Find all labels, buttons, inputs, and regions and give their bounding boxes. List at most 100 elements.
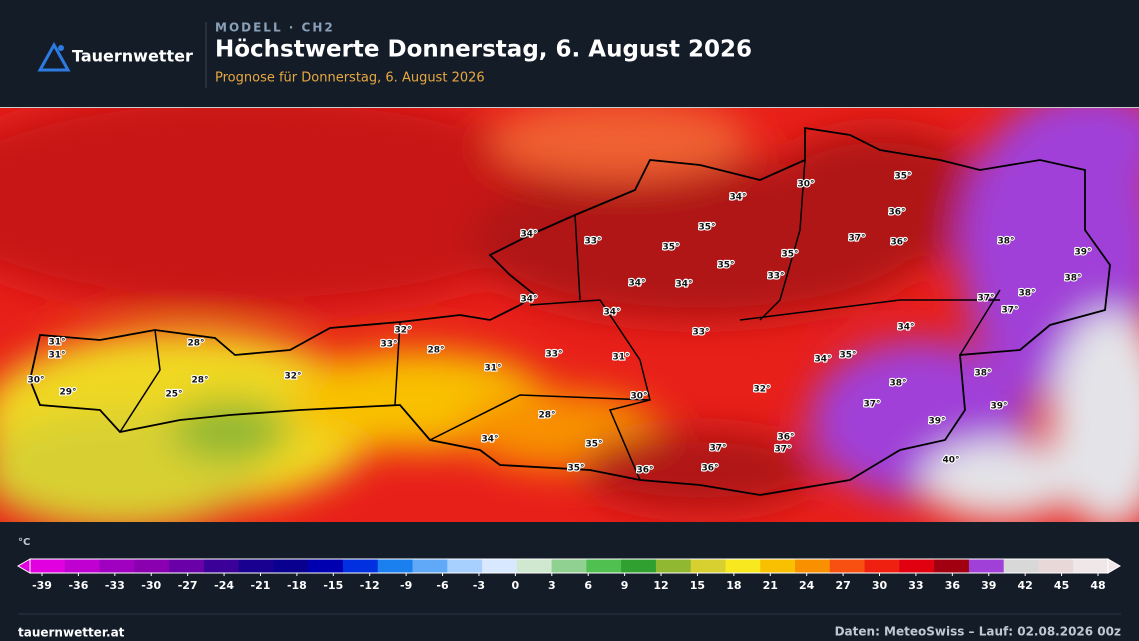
legend-tick-label: 33 <box>908 579 923 592</box>
legend-tick-label: 30 <box>872 579 888 592</box>
legend-arrow-right <box>1107 558 1121 574</box>
legend-swatch <box>760 559 796 573</box>
legend-swatch <box>64 559 101 573</box>
logo-dot <box>58 45 64 51</box>
temperature-labels: 31° 31° 30° 29° 28° 28° 25° 32° 32° 33° 28° 31° 33° 3… <box>26 170 1092 476</box>
subtitle: Prognose für Donnerstag, 6. August 2026 <box>215 71 485 86</box>
temp-label: 38° <box>997 237 1014 247</box>
temp-label: 38° <box>1064 274 1081 284</box>
legend-tick-label: 21 <box>763 579 778 592</box>
legend-swatch <box>169 559 205 573</box>
temp-label: 34° <box>729 193 746 203</box>
temp-label: 28° <box>191 376 208 386</box>
temp-label: 37° <box>774 445 791 455</box>
legend-swatch <box>412 559 448 573</box>
legend-tick-label: -27 <box>178 579 198 592</box>
temp-label: 40° <box>942 456 959 466</box>
temp-label: 31° <box>48 351 65 361</box>
footer-source: Daten: MeteoSwiss – Lauf: 02.08.2026 00z <box>835 625 1121 639</box>
legend-swatch <box>99 559 135 573</box>
legend-tick-label: -36 <box>68 579 88 592</box>
legend-swatch <box>968 559 1005 573</box>
temp-label: 33° <box>545 350 562 360</box>
temp-label: 28° <box>427 346 444 356</box>
title: Höchstwerte Donnerstag, 6. August 2026 <box>215 37 752 63</box>
temp-label: 31° <box>612 353 629 363</box>
temp-label: 38° <box>974 369 991 379</box>
temp-label: 25° <box>165 390 182 400</box>
map: 31° 31° 30° 29° 28° 28° 25° 32° 32° 33° 28° 31° 33° 3… <box>0 108 1139 522</box>
temp-label: 38° <box>889 379 906 389</box>
legend-swatch <box>1073 559 1109 573</box>
temp-label: 31° <box>484 364 501 374</box>
map-field <box>0 108 1139 522</box>
legend-swatch <box>934 559 970 573</box>
temp-label: 31° <box>48 338 65 348</box>
temp-label: 34° <box>520 230 537 240</box>
legend-tick-label: -18 <box>287 579 307 592</box>
legend-swatch <box>30 559 66 573</box>
temp-label: 35° <box>567 464 584 474</box>
temp-label: 36° <box>888 208 905 218</box>
temp-label: 36° <box>701 464 718 474</box>
logo[interactable]: Tauernwetter <box>37 41 193 72</box>
legend-tick-label: 18 <box>726 579 741 592</box>
footer-site: tauernwetter.at <box>18 626 125 640</box>
legend-swatch <box>1038 559 1074 573</box>
temp-label: 34° <box>520 295 537 305</box>
temp-label: 35° <box>585 440 602 450</box>
temp-label: 34° <box>603 308 620 318</box>
legend-tick-label: 48 <box>1090 579 1105 592</box>
legend-swatch <box>899 559 935 573</box>
temp-label: 34° <box>897 323 914 333</box>
legend-swatch <box>342 559 379 573</box>
temp-label: 38° <box>1018 289 1035 299</box>
legend-tick-label: -15 <box>323 579 343 592</box>
legend-tick-label: 15 <box>690 579 705 592</box>
legend: -39 -36 -33 -30 -27 -24 -21 -18 -15 -12 -9 -6 -3 0 3 6 9… <box>17 558 1121 592</box>
temp-label: 35° <box>698 223 715 233</box>
temp-label: 30° <box>630 392 647 402</box>
legend-tick-label: 24 <box>799 579 815 592</box>
legend-swatch <box>690 559 726 573</box>
temp-label: 36° <box>890 238 907 248</box>
legend-swatch <box>203 559 240 573</box>
legend-swatch <box>308 559 344 573</box>
state-borders <box>119 159 1001 481</box>
temp-label: 33° <box>767 272 784 282</box>
legend-swatch <box>655 559 692 573</box>
logo-text: Tauernwetter <box>72 47 193 66</box>
legend-tick-label: 3 <box>548 579 556 592</box>
legend-tick-label: 36 <box>945 579 961 592</box>
temp-label: 36° <box>636 466 653 476</box>
legend-tick-label: 6 <box>584 579 592 592</box>
legend-swatch <box>238 559 274 573</box>
kicker: MODELL · CH2 <box>215 21 335 35</box>
temp-label: 29° <box>59 388 76 398</box>
legend-swatch <box>482 559 518 573</box>
legend-swatch <box>134 559 170 573</box>
legend-tick-label: 12 <box>653 579 668 592</box>
temp-label: 37° <box>1001 306 1018 316</box>
temp-label: 35° <box>662 243 679 253</box>
temp-label: 37° <box>977 294 994 304</box>
legend-tick-label: -12 <box>360 579 380 592</box>
legend-tick-label: -3 <box>473 579 485 592</box>
legend-unit: °C <box>18 537 30 548</box>
logo-icon <box>37 41 71 72</box>
legend-tick-label: 42 <box>1018 579 1033 592</box>
temp-label: 32° <box>394 326 411 336</box>
temp-label: 35° <box>717 261 734 271</box>
temp-label: 39° <box>990 402 1007 412</box>
legend-tick-label: -6 <box>436 579 449 592</box>
temp-label: 39° <box>928 417 945 427</box>
temp-label: 39° <box>1074 248 1091 258</box>
temp-label: 35° <box>781 250 798 260</box>
temp-label: 33° <box>584 237 601 247</box>
legend-frame <box>29 558 1109 574</box>
temp-label: 37° <box>863 400 880 410</box>
temp-label: 35° <box>839 351 856 361</box>
temp-label: 33° <box>380 340 397 350</box>
legend-swatch <box>795 559 831 573</box>
